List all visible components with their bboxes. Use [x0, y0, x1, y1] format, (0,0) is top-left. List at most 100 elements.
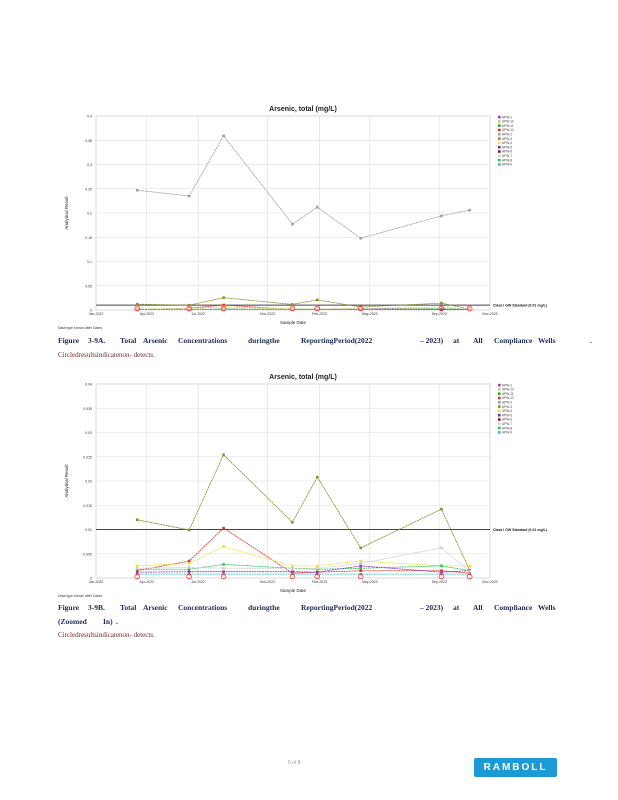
data-point — [135, 302, 139, 306]
non-detect-circle — [466, 305, 473, 312]
data-point — [187, 562, 191, 565]
caption-word: Compliance — [494, 336, 533, 345]
data-point — [135, 567, 139, 570]
legend-label: APW-1 — [502, 115, 512, 119]
data-point — [222, 305, 225, 309]
caption-word: Wells — [538, 603, 556, 612]
caption-word: Arsenic — [143, 336, 168, 345]
data-point — [135, 307, 139, 311]
x-tick-label: Nov-2023 — [482, 580, 497, 584]
non-detect-circle — [314, 573, 321, 580]
data-point — [222, 307, 225, 311]
data-point — [222, 570, 225, 573]
y-tick-label: 0.035 — [83, 407, 92, 411]
non-detect-circle — [220, 305, 227, 312]
data-point — [187, 567, 191, 571]
legend-swatch — [498, 431, 501, 434]
data-point — [359, 562, 363, 565]
y-axis-title: Analytical Result — [64, 464, 69, 498]
data-point — [187, 307, 191, 311]
data-point — [135, 188, 139, 192]
data-point — [315, 475, 319, 479]
y-tick-label: 0.15 — [85, 236, 92, 240]
data-point — [468, 564, 471, 568]
non-detect-circle — [220, 573, 227, 580]
caption-word: Arsenic — [143, 603, 168, 612]
legend-swatch — [498, 388, 501, 391]
caption-word: at — [453, 603, 460, 612]
legend-swatch — [498, 409, 501, 413]
legend-swatch — [498, 401, 501, 404]
data-point — [359, 569, 363, 573]
legend-label: APW-3 — [502, 137, 512, 141]
legend-label: APW-6 — [502, 150, 512, 154]
data-point — [222, 567, 225, 570]
series-line — [137, 565, 470, 573]
caption-word: . — [116, 617, 118, 626]
legend-label: APW-4 — [502, 409, 512, 413]
legend-swatch — [498, 396, 501, 400]
series-line — [137, 546, 470, 567]
y-tick-label: 0.04 — [85, 383, 92, 387]
caption-word: Concentrations — [178, 603, 228, 612]
caption-word: Concentrations — [178, 336, 228, 345]
data-point — [440, 305, 443, 309]
series-line — [137, 297, 470, 310]
chart-footnote: Data type shown after Dates — [58, 594, 103, 598]
series-line — [137, 564, 470, 572]
legend-swatch — [498, 128, 501, 132]
legend-label: APW-5 — [502, 413, 512, 417]
standard-label: Class I GW Standard (0.01 mg/L) — [493, 528, 547, 532]
non-detect-circle — [466, 573, 473, 580]
series-group — [135, 453, 471, 576]
y-tick-label: 0.01 — [85, 528, 92, 532]
legend-swatch — [498, 145, 501, 149]
y-tick-label: 0 — [90, 577, 92, 581]
chart-footnote: Data type shown after Dates — [58, 326, 103, 330]
y-tick-label: 0.05 — [85, 284, 92, 288]
legend-label: APW-1 — [502, 383, 512, 387]
data-point — [291, 520, 294, 524]
legend-swatch — [498, 392, 501, 395]
legend-label: APW-10 — [502, 388, 514, 392]
caption-word: non — [119, 351, 130, 359]
caption-word: (Zoomed — [58, 617, 87, 626]
data-point — [222, 296, 225, 299]
data-point — [315, 205, 319, 209]
data-point — [440, 214, 443, 218]
caption-word: indicate — [96, 631, 120, 639]
x-tick-label: Jan-2022 — [89, 580, 104, 584]
non-detect-circle — [357, 305, 364, 312]
legend-swatch — [498, 426, 501, 430]
data-point — [187, 194, 191, 198]
data-point — [440, 569, 443, 573]
caption-word: – 2023) — [420, 603, 444, 612]
legend-swatch — [498, 150, 501, 153]
data-point — [222, 303, 225, 307]
non-detect-circle — [438, 573, 445, 580]
y-tick-label: 0 — [90, 309, 92, 313]
chart-title: Arsenic, total (mg/L) — [269, 374, 337, 381]
caption-word: ReportingPeriod(2022 — [301, 336, 373, 345]
data-point — [468, 569, 471, 573]
data-point — [315, 298, 319, 302]
legend-swatch — [498, 405, 501, 408]
legend-swatch — [498, 418, 501, 421]
legend-label: APW-8 — [502, 158, 512, 162]
caption-word: indicate — [96, 351, 120, 359]
data-point — [135, 569, 139, 573]
y-tick-label: 0.015 — [83, 504, 92, 508]
y-tick-label: 0.1 — [87, 260, 92, 264]
y-tick-label: 0.2 — [87, 212, 92, 216]
x-tick-label: Jan-2022 — [89, 312, 104, 316]
data-point — [315, 570, 319, 574]
caption-word: Compliance — [494, 603, 533, 612]
data-point — [135, 564, 139, 568]
data-point — [222, 134, 225, 138]
legend-label: APW-11 — [502, 392, 514, 396]
data-point — [440, 308, 443, 311]
data-point — [222, 526, 225, 530]
legend-swatch — [498, 141, 501, 145]
legend-swatch — [498, 133, 501, 136]
data-point — [468, 308, 471, 311]
